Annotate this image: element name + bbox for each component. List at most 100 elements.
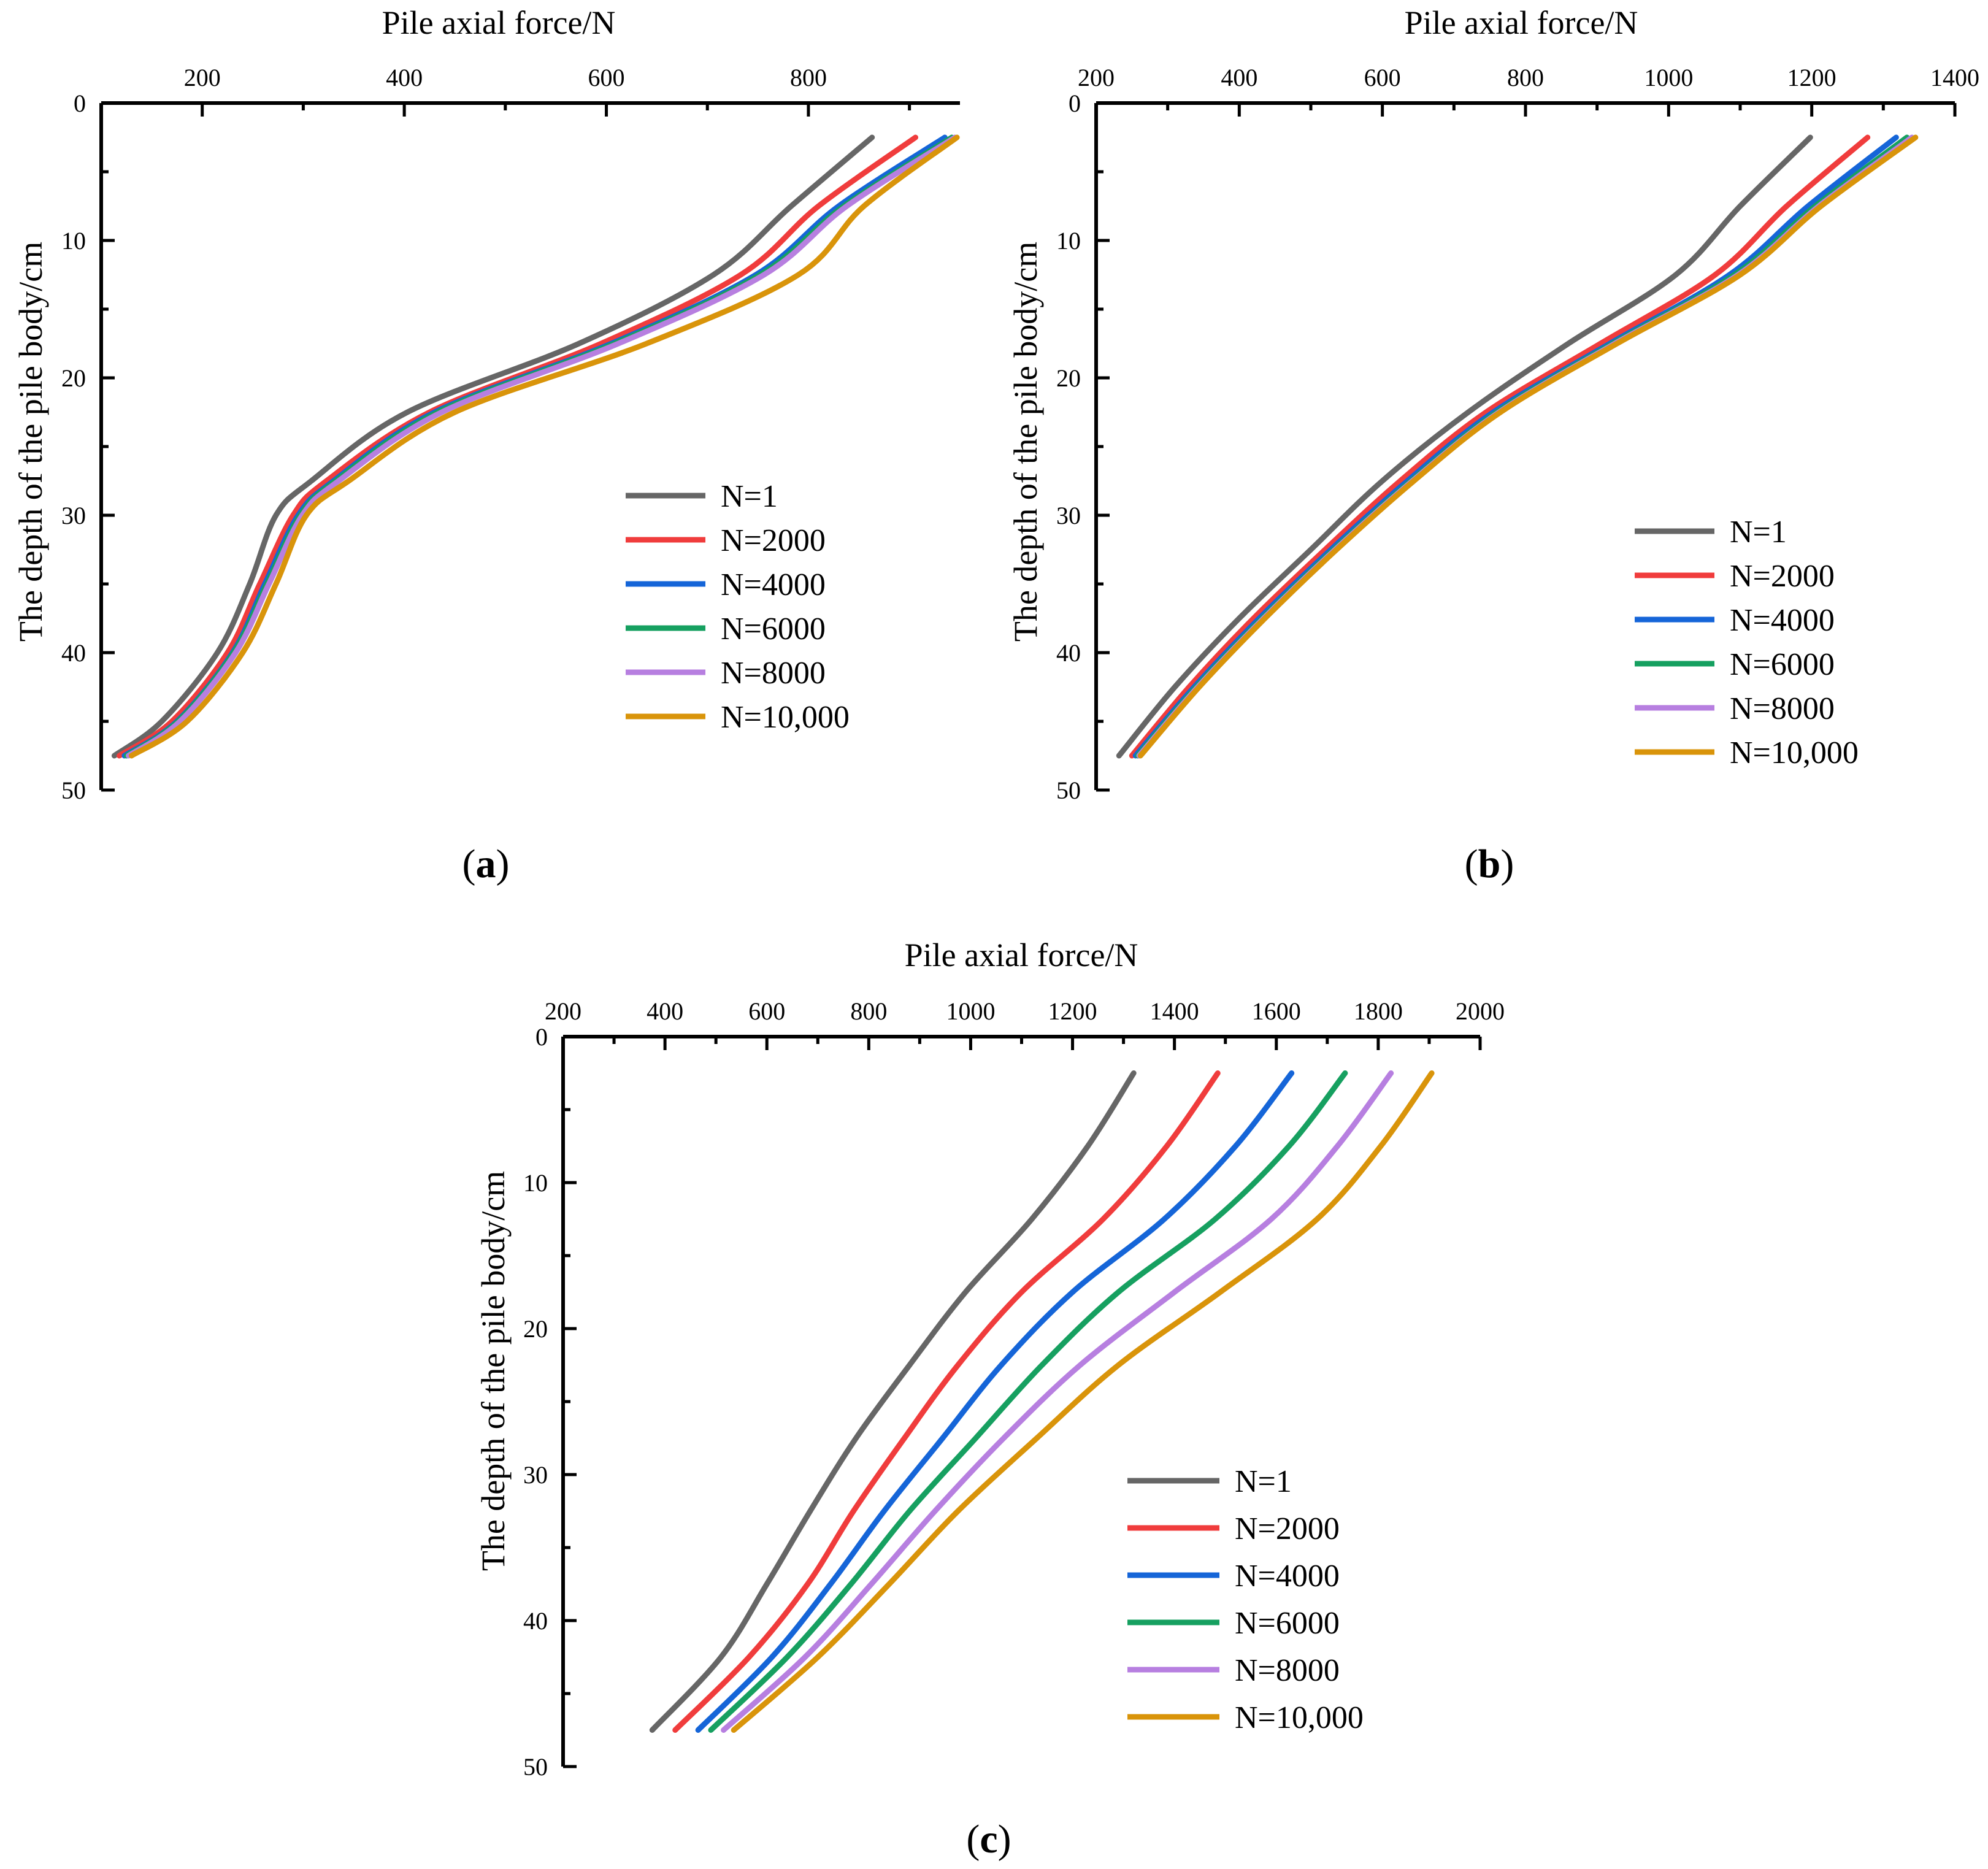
x-tick-label: 200 [545,997,581,1025]
legend: N=1 N=2000 N=4000 N=6000 N=8000 N=10,000 [626,479,850,735]
y-tick-label: 40 [523,1607,548,1635]
x-tick-label: 400 [1221,64,1257,91]
legend-item: N=8000 [626,656,826,691]
series-line-n-2000 [1129,134,1871,759]
y-tick-label: 0 [535,1023,548,1051]
legend-item: N=4000 [1635,603,1835,638]
x-tick-label: 200 [1078,64,1115,91]
x-tick-label: 1400 [1150,997,1199,1025]
legend-label: N=2000 [721,523,826,558]
x-tick-label: 2000 [1456,997,1505,1025]
y-tick-label: 30 [61,502,86,529]
x-tick-label: 600 [588,64,625,91]
legend-label: N=2000 [1235,1511,1340,1546]
y-tick-label: 30 [1056,502,1081,529]
x-tick-label: 800 [1507,64,1544,91]
series-line-n-1 [649,1070,1137,1733]
x-tick-label: 800 [850,997,887,1025]
panel-label-c: (c) [966,1817,1011,1862]
legend-label: N=8000 [1730,691,1835,726]
x-tick-label: 1600 [1252,997,1301,1025]
x-tick-label: 1000 [946,997,995,1025]
legend-item: N=4000 [626,567,826,602]
data-lines [1116,134,1919,759]
x-tick-label: 400 [647,997,683,1025]
x-tick-label: 1200 [1787,64,1836,91]
y-tick-label: 20 [523,1315,548,1343]
x-tick-label: 1800 [1354,997,1403,1025]
legend-label: N=10,000 [1235,1700,1364,1735]
series-line-n-2000 [672,1070,1221,1733]
legend-item: N=2000 [626,523,826,558]
x-axis-title: Pile axial force/N [905,937,1138,973]
legend-item: N=8000 [1127,1653,1340,1688]
legend-label: N=8000 [1235,1653,1340,1688]
panel-label-a: (a) [462,842,510,886]
y-tick-label: 40 [1056,639,1081,667]
data-lines [649,1070,1435,1733]
legend-label: N=6000 [1235,1606,1340,1641]
legend-item: N=4000 [1127,1559,1340,1594]
series-line-n-2000 [117,134,918,759]
legend-label: N=10,000 [1730,735,1859,770]
x-tick-label: 600 [1364,64,1401,91]
series-line-n-1 [111,134,875,759]
x-tick-label: 200 [184,64,221,91]
axes-frame [1094,101,1957,792]
y-tick-label: 0 [1069,90,1081,117]
y-tick-label: 20 [61,364,86,392]
series-line-n-10-000 [1137,134,1919,759]
legend-item: N=6000 [626,612,826,647]
legend-label: N=1 [1235,1464,1292,1499]
data-lines [111,134,960,759]
legend-label: N=4000 [1730,603,1835,638]
tick-labels: 200 400 600 800 0 10 20 30 40 50 [61,64,827,804]
series-line-n-10-000 [128,134,960,759]
x-tick-label: 1200 [1048,997,1097,1025]
y-axis-title: The depth of the pile body/cm [1007,242,1044,642]
axes-frame [99,101,960,792]
x-axis-title: Pile axial force/N [382,4,616,41]
y-axis-title: The depth of the pile body/cm [475,1171,512,1571]
series-line-n-4000 [695,1070,1295,1733]
legend-item: N=10,000 [1635,735,1859,770]
series-line-n-8000 [721,1070,1394,1733]
y-tick-label: 10 [1056,227,1081,255]
legend-label: N=1 [1730,515,1787,550]
y-tick-label: 10 [61,227,86,255]
legend: N=1 N=2000 N=4000 N=6000 N=8000 N=10,000 [1127,1464,1364,1735]
legend-item: N=1 [1635,515,1787,550]
y-tick-label: 40 [61,639,86,667]
x-axis-title: Pile axial force/N [1405,4,1638,41]
legend: N=1 N=2000 N=4000 N=6000 N=8000 N=10,000 [1635,515,1859,770]
legend-item: N=8000 [1635,691,1835,726]
tick-labels: 200 400 600 800 1000 1200 1400 1600 1800 2000 0 10 2… [523,997,1505,1781]
legend-item: N=6000 [1127,1606,1340,1641]
legend-item: N=2000 [1635,559,1835,594]
y-tick-label: 50 [61,777,86,804]
panel-c: Pile axial force/N The depth of the pile… [475,937,1505,1862]
legend-label: N=4000 [721,567,826,602]
x-tick-label: 600 [748,997,785,1025]
legend-item: N=6000 [1635,647,1835,682]
legend-item: N=10,000 [1127,1700,1364,1735]
x-tick-label: 400 [386,64,423,91]
legend-label: N=6000 [721,612,826,647]
series-line-n-6000 [123,134,955,759]
legend-label: N=2000 [1730,559,1835,594]
x-tick-label: 1000 [1644,64,1693,91]
x-tick-label: 800 [790,64,827,91]
legend-item: N=1 [1127,1464,1292,1499]
series-line-n-8000 [126,134,958,759]
y-tick-label: 50 [1056,777,1081,804]
y-tick-label: 10 [523,1169,548,1197]
legend-item: N=10,000 [626,700,850,735]
y-tick-label: 30 [523,1461,548,1489]
x-tick-label: 1400 [1930,64,1979,91]
legend-label: N=8000 [721,656,826,691]
legend-label: N=1 [721,479,778,514]
legend-label: N=4000 [1235,1559,1340,1594]
tick-labels: 200 400 600 800 1000 1200 1400 0 10 20 30 40 50 [1056,64,1979,804]
y-tick-label: 50 [523,1753,548,1781]
